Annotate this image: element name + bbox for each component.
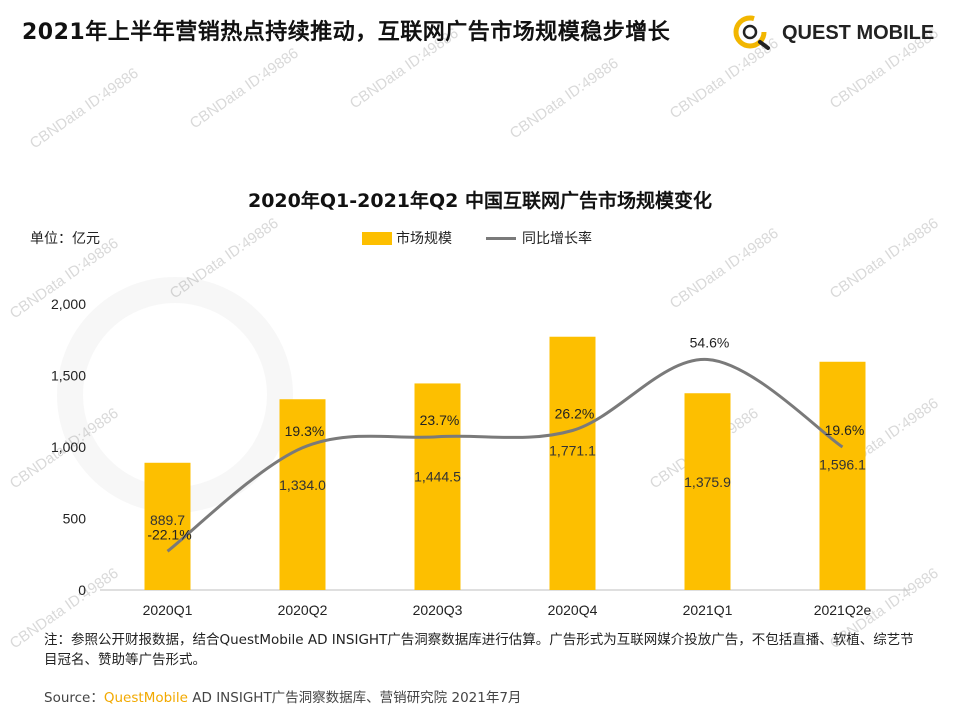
growth-rate-line — [166, 357, 844, 553]
y-tick-label: 1,500 — [51, 368, 86, 384]
growth-rate-label: 54.6% — [690, 335, 730, 351]
bar-value-label: 1,771.1 — [549, 443, 596, 459]
bar — [144, 462, 191, 590]
legend-line-label: 同比增长率 — [522, 231, 592, 247]
y-tick-label: 0 — [78, 582, 86, 598]
bar — [414, 383, 461, 590]
legend-line-swatch — [486, 236, 516, 240]
x-tick-label: 2020Q1 — [143, 602, 193, 618]
growth-rate-label: 19.3% — [285, 423, 325, 439]
source-brand: QuestMobile — [103, 690, 188, 706]
bar-value-label: 1,596.1 — [819, 456, 866, 472]
bar-value-label: 1,444.5 — [414, 468, 461, 484]
footnote: 注：参照公开财报数据，结合QuestMobile AD INSIGHT广告洞察数… — [44, 632, 914, 668]
y-tick-label: 1,000 — [51, 439, 86, 455]
growth-rate-label: 26.2% — [555, 406, 595, 422]
source-line: Source：QuestMobile AD INSIGHT广告洞察数据库、营销研… — [44, 686, 521, 706]
page-title: 2021年上半年营销热点持续推动，互联网广告市场规模稳步增长 — [22, 20, 671, 45]
brand-name: QUEST MOBILE — [782, 22, 935, 44]
x-tick-label: 2021Q1 — [683, 602, 733, 618]
quest-mobile-logo-icon — [733, 15, 770, 50]
x-tick-label: 2020Q3 — [413, 602, 463, 618]
brand-logo: QUEST MOBILE — [730, 12, 934, 52]
x-tick-label: 2020Q2 — [278, 602, 328, 618]
bar — [279, 399, 326, 590]
x-tick-label: 2021Q2e — [814, 602, 872, 618]
source-rest: AD INSIGHT广告洞察数据库、营销研究院 2021年7月 — [187, 690, 522, 706]
x-tick-label: 2020Q4 — [548, 602, 598, 618]
source-prefix: Source： — [44, 690, 104, 706]
bar — [549, 336, 596, 590]
bar-value-label: 1,334.0 — [279, 477, 326, 493]
y-tick-label: 2,000 — [51, 296, 86, 312]
legend: 市场规模 同比增长率 — [362, 228, 592, 248]
unit-label: 单位：亿元 — [30, 231, 100, 247]
bar-value-label: 1,375.9 — [684, 474, 731, 490]
growth-rate-label: -22.1% — [147, 526, 191, 542]
growth-rate-label: 23.7% — [420, 412, 460, 428]
bar — [684, 393, 731, 590]
bar-value-label: 889.7 — [150, 512, 185, 528]
chart-title: 2020年Q1-2021年Q2 中国互联网广告市场规模变化 — [247, 190, 712, 212]
bar — [819, 361, 866, 590]
y-tick-label: 500 — [63, 511, 87, 527]
legend-bar-swatch — [362, 231, 392, 245]
growth-rate-label: 19.6% — [825, 422, 865, 438]
legend-bar-label: 市场规模 — [396, 231, 452, 247]
